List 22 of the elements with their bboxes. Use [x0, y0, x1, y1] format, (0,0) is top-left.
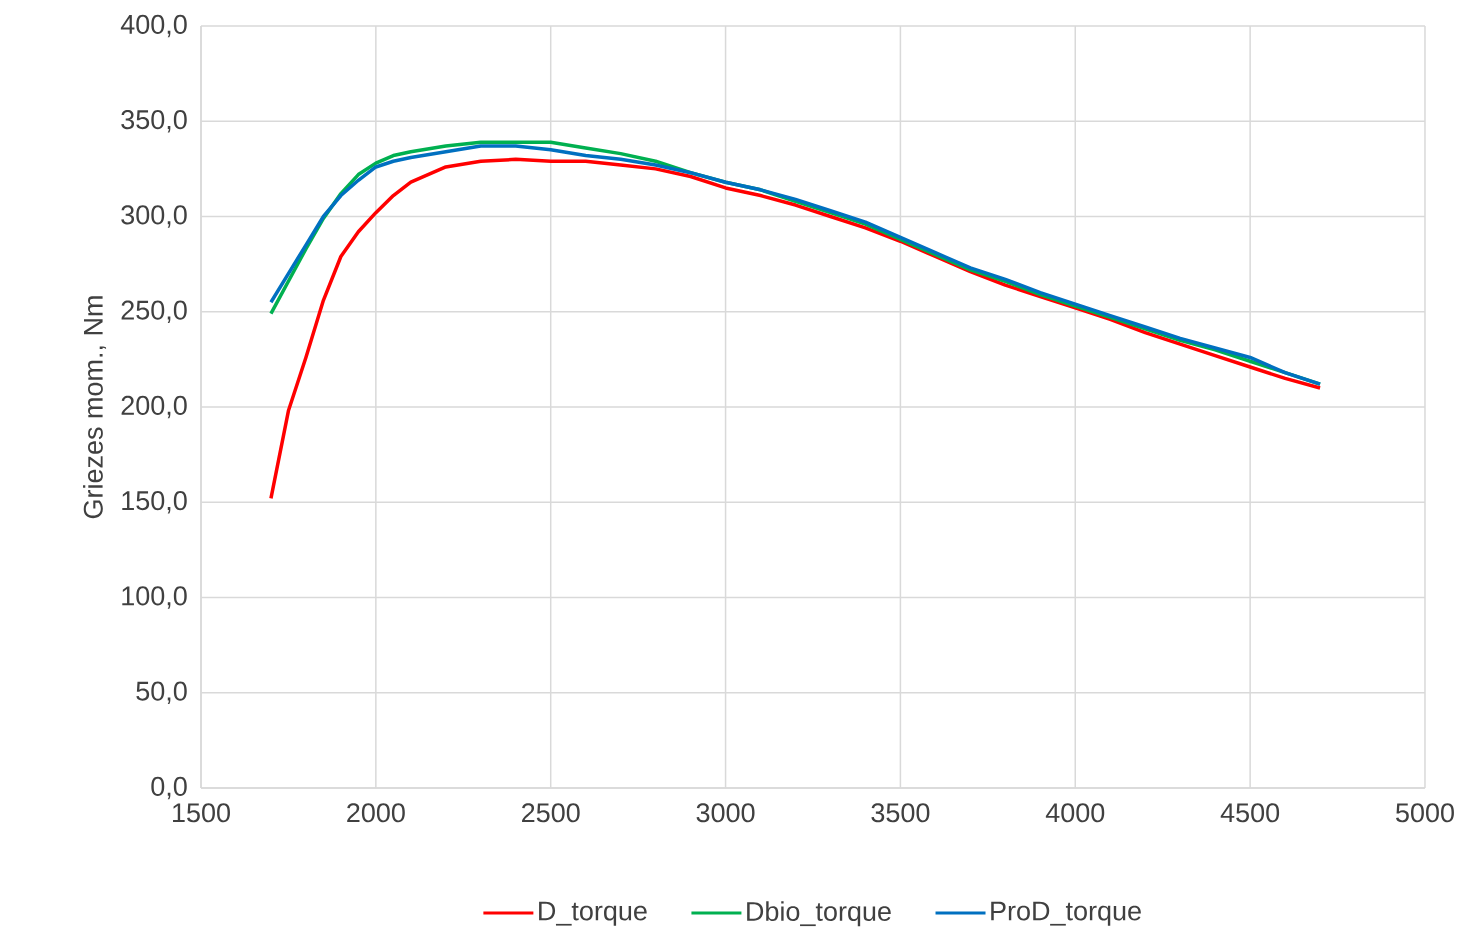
x-tick-label: 3000: [696, 803, 755, 823]
y-tick-label: 400,0: [120, 14, 187, 38]
y-axis-title: Griezes mom., Nm: [83, 296, 107, 519]
x-tick-label: 2500: [522, 803, 580, 823]
y-tick-label: 100,0: [122, 586, 187, 609]
y-tick-label: 300,0: [121, 205, 187, 228]
x-tick-label: 4000: [1045, 803, 1105, 823]
x-tick-label: 2000: [347, 803, 405, 823]
legend-label: Dbio_torque: [747, 901, 891, 927]
x-tick-label: 4500: [1220, 803, 1280, 823]
y-tick-label: 350,0: [121, 110, 187, 133]
legend-label: D_torque: [539, 901, 647, 926]
y-tick-label: 150,0: [122, 491, 187, 514]
y-tick-label: 250,0: [121, 300, 187, 323]
x-tick-label: 3500: [871, 803, 930, 823]
y-tick-label: 0,0: [151, 776, 187, 800]
legend-label: ProD_torque: [991, 901, 1141, 926]
x-tick-label: 1500: [173, 803, 230, 823]
y-tick-label: 50,0: [136, 681, 187, 704]
line-series: [269, 157, 1322, 501]
y-tick-label: 200,0: [121, 395, 187, 419]
x-tick-label: 5000: [1396, 803, 1454, 823]
